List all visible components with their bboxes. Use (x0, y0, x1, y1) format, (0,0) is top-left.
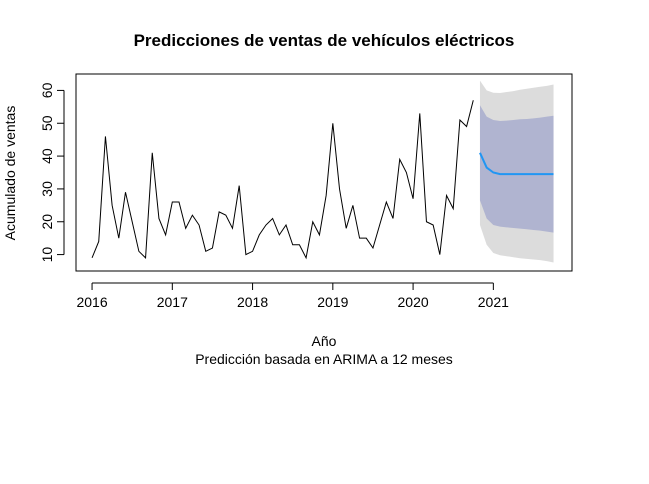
chart-subtitle: Predicción basada en ARIMA a 12 meses (195, 351, 453, 367)
x-tick-label: 2016 (76, 294, 107, 310)
x-axis: 2016 2017 2018 2019 2020 2021 (76, 282, 509, 310)
x-tick-label: 2018 (237, 294, 268, 310)
y-tick-label: 20 (39, 214, 55, 230)
x-tick-label: 2020 (398, 294, 429, 310)
y-tick-label: 40 (39, 148, 55, 164)
chart-title: Predicciones de ventas de vehículos eléc… (134, 31, 515, 50)
band-80-area (479, 105, 554, 233)
observed-series-line (91, 100, 474, 260)
y-tick-label: 10 (39, 247, 55, 263)
forecast-series-line (479, 152, 554, 176)
y-axis: 10 20 30 40 50 60 (39, 82, 65, 263)
y-tick-label: 50 (39, 115, 55, 131)
y-axis-label: Acumulado de ventas (2, 106, 18, 241)
y-tick-label: 60 (39, 82, 55, 98)
x-tick-label: 2019 (317, 294, 348, 310)
x-axis-label: Año (312, 333, 337, 349)
confidence-band-80 (479, 105, 554, 233)
series-lines (91, 100, 554, 260)
y-tick-label: 30 (39, 181, 55, 197)
x-tick-label: 2021 (478, 294, 509, 310)
plot-frame (75, 73, 573, 272)
x-tick-label: 2017 (157, 294, 188, 310)
